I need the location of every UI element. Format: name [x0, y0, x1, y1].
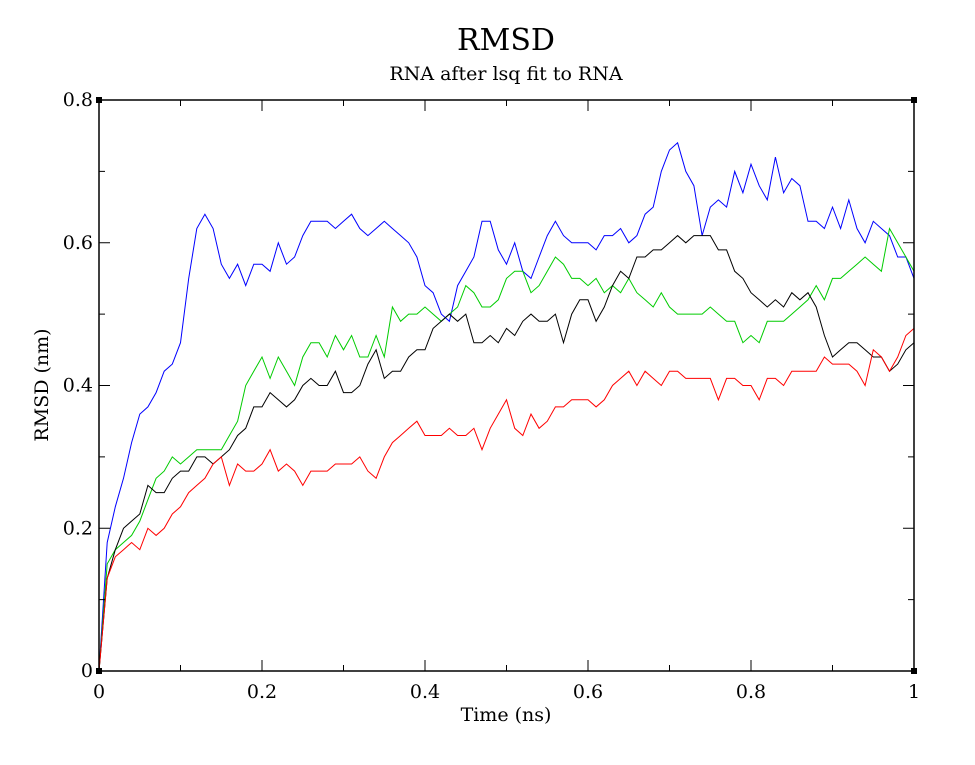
chart-subtitle: RNA after lsq fit to RNA	[389, 63, 622, 85]
x-tick-label: 0.8	[736, 681, 766, 703]
series-line-4	[98, 328, 915, 672]
y-tick-label: 0.2	[63, 517, 93, 539]
corner-handle-top-right	[911, 97, 917, 103]
series-line-1	[98, 141, 915, 672]
series-layer	[98, 141, 915, 672]
x-tick-label: 0.2	[247, 681, 277, 703]
x-tick-label: 0.4	[410, 681, 440, 703]
x-axis-label: Time (ns)	[461, 704, 552, 726]
corner-handle-top-left	[96, 97, 102, 103]
x-tick-label: 0	[93, 681, 105, 703]
series-line-2	[98, 227, 915, 672]
y-tick-label: 0	[81, 660, 93, 682]
corner-handle-bottom-right	[911, 668, 917, 674]
y-tick-label: 0.8	[63, 89, 93, 111]
x-tick-label: 0.6	[573, 681, 603, 703]
y-tick-label: 0.4	[63, 375, 93, 397]
corner-handle-bottom-left	[96, 668, 102, 674]
series-line-3	[98, 234, 915, 672]
y-axis-label: RMSD (nm)	[31, 328, 53, 441]
x-tick-label: 1	[908, 681, 920, 703]
plot-frame	[98, 99, 915, 672]
chart-title: RMSD	[457, 23, 555, 58]
y-tick-label: 0.6	[63, 232, 93, 254]
ticks-layer: 0 0.2 0.4 0.6 0.8 1 0 0.2 0.4 0.6 0.8	[63, 89, 920, 703]
